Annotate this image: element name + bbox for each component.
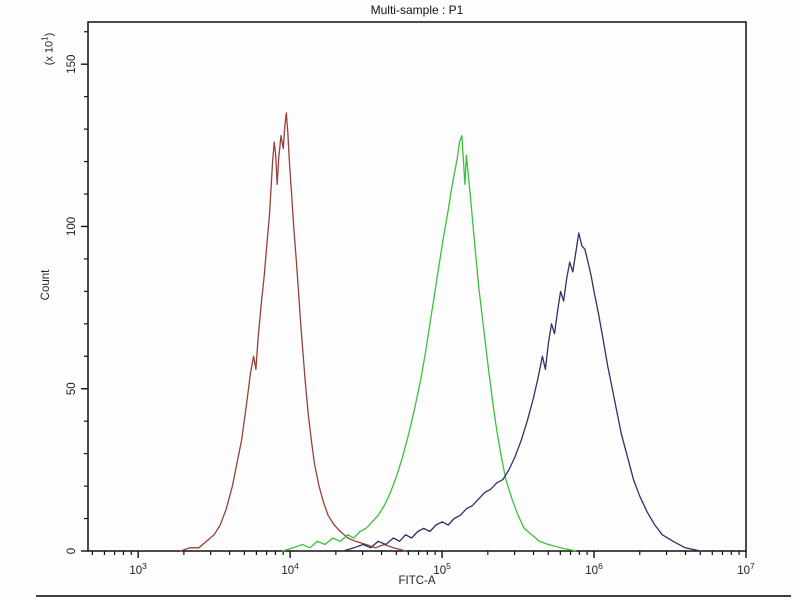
y-axis-multiplier: (x 101) [41, 33, 56, 66]
x-axis-label: FITC-A [398, 575, 436, 587]
green-sample-curve [281, 134, 577, 552]
y-axis-multiplier-prefix: (x 10 [43, 40, 56, 66]
chart-title: Multi-sample : P1 [370, 3, 464, 17]
blue-sample-curve [342, 232, 702, 552]
y-axis-label: Count [40, 269, 52, 301]
plot-border [87, 21, 747, 552]
svg-text:100: 100 [66, 217, 78, 236]
svg-text:150: 150 [66, 55, 78, 74]
svg-text:50: 50 [66, 382, 78, 395]
bottom-divider-line [36, 595, 791, 597]
y-axis-multiplier-suffix: ) [43, 32, 56, 37]
red-sample-curve [180, 112, 407, 552]
y-axis-ticks: 0 50 100 150 [66, 31, 88, 554]
x-axis-ticks: 103 104 105 106 107 [91, 551, 755, 577]
y-axis-multiplier-exponent: 1 [40, 36, 50, 41]
svg-text:0: 0 [66, 548, 78, 554]
